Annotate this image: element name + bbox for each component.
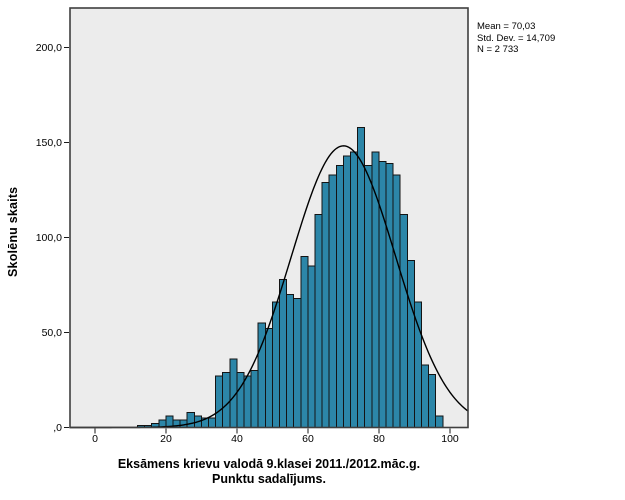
histogram-bar (392, 174, 401, 428)
histogram-bar (399, 214, 408, 428)
x-tick-label-100: 100 (441, 433, 459, 445)
histogram-bar (179, 419, 188, 428)
histogram-bar (357, 126, 366, 428)
histogram-bar (364, 164, 373, 428)
histogram-bar (243, 375, 252, 429)
histogram-bar (406, 259, 415, 428)
histogram-bar (222, 371, 231, 428)
histogram-bar (413, 301, 422, 428)
histogram-bar (207, 417, 217, 428)
histogram-bar (236, 371, 245, 428)
histogram-bar (435, 415, 444, 429)
histogram-bar (264, 328, 273, 429)
histogram-bar (321, 181, 330, 428)
x-tick-label-60: 60 (302, 433, 314, 445)
histogram-bar (286, 294, 295, 429)
x-tick-label-0: 0 (92, 433, 98, 445)
histogram-bar (215, 375, 224, 429)
histogram-bar (300, 256, 309, 429)
stats-stddev: Std. Dev. = 14,709 (477, 32, 556, 44)
histogram-bar (278, 278, 288, 428)
histogram-bar (186, 411, 195, 428)
histogram-bar (328, 174, 337, 428)
chart-title: Eksāmens krievu valodā 9.klasei 2011./20… (60, 457, 478, 487)
y-tick-label-50: 50,0 (41, 326, 62, 339)
histogram-bar (271, 301, 280, 428)
y-tick-label-0: ,0 (53, 421, 62, 434)
histogram-bar (349, 151, 359, 428)
histogram-bar (293, 297, 302, 428)
histogram-bar (335, 164, 344, 428)
histogram-bar (342, 155, 351, 428)
x-tick-label-80: 80 (373, 433, 385, 445)
chart-title-line1: Eksāmens krievu valodā 9.klasei 2011./20… (117, 457, 421, 471)
x-tick-label-20: 20 (160, 433, 172, 445)
histogram-bar (420, 364, 430, 428)
histogram-bar (307, 265, 316, 429)
histogram-bar (385, 162, 394, 428)
y-tick-label-100: 100,0 (35, 231, 62, 244)
histogram-bar (378, 161, 387, 428)
histogram-bar (314, 214, 323, 428)
stats-n: N = 2 733 (477, 44, 519, 55)
y-tick-label-200: 200,0 (35, 41, 62, 54)
histogram-bar (428, 373, 437, 428)
plot-border (69, 7, 469, 429)
y-tick-label-150: 150,0 (35, 136, 62, 149)
chart-title-line2: Punktu sadalījums. (212, 472, 326, 486)
stats-box: Mean = 70,03 Std. Dev. = 14,709 N = 2 73… (477, 21, 555, 56)
axis-tick-marks (64, 46, 451, 434)
histogram-bar (250, 370, 259, 428)
x-tick-label-40: 40 (231, 433, 243, 445)
stats-mean: Mean = 70,03 (477, 21, 536, 32)
